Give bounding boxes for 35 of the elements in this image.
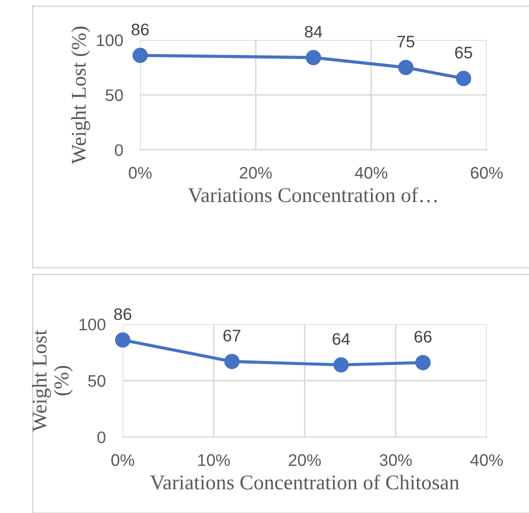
x-tick-label: 60% bbox=[470, 166, 503, 179]
point bbox=[132, 48, 148, 64]
y-axis-title: Weight Lost (%) bbox=[32, 330, 73, 432]
data-label: 86 bbox=[132, 24, 149, 36]
y-tick-label: 100 bbox=[96, 34, 123, 46]
point bbox=[306, 50, 322, 66]
x-tick-label: 20% bbox=[240, 166, 272, 179]
y-axis-title: Weight Lost (%) bbox=[71, 26, 90, 164]
point bbox=[456, 70, 472, 86]
y-tick-label: 50 bbox=[88, 375, 106, 387]
x-tick-label: 40% bbox=[470, 454, 503, 466]
point bbox=[333, 357, 349, 372]
x-axis-title: Variations Concentration of Chitosan bbox=[150, 474, 460, 490]
x-axis-title: Variations Concentration of… bbox=[188, 187, 437, 202]
y-tick-label: 100 bbox=[80, 318, 106, 330]
x-tick-label: 30% bbox=[380, 454, 412, 466]
y-tick-label: 50 bbox=[106, 89, 123, 102]
data-label: 65 bbox=[455, 46, 472, 58]
point bbox=[224, 354, 240, 370]
data-label: 66 bbox=[414, 330, 432, 343]
point bbox=[415, 354, 431, 370]
x-tick-label: 10% bbox=[198, 454, 230, 466]
data-label: 84 bbox=[304, 26, 322, 38]
x-tick-label: 20% bbox=[288, 454, 321, 466]
data-label: 64 bbox=[332, 333, 350, 345]
point bbox=[398, 60, 414, 76]
x-tick-label: 0% bbox=[111, 454, 134, 466]
point bbox=[115, 332, 130, 348]
x-tick-label: 0% bbox=[128, 166, 152, 179]
y-tick-label: 0 bbox=[114, 144, 123, 156]
y-tick-label: 0 bbox=[97, 431, 106, 444]
data-label: 67 bbox=[223, 330, 240, 342]
data-label: 75 bbox=[397, 36, 414, 48]
data-label: 86 bbox=[114, 308, 132, 320]
x-tick-label: 40% bbox=[354, 166, 388, 179]
